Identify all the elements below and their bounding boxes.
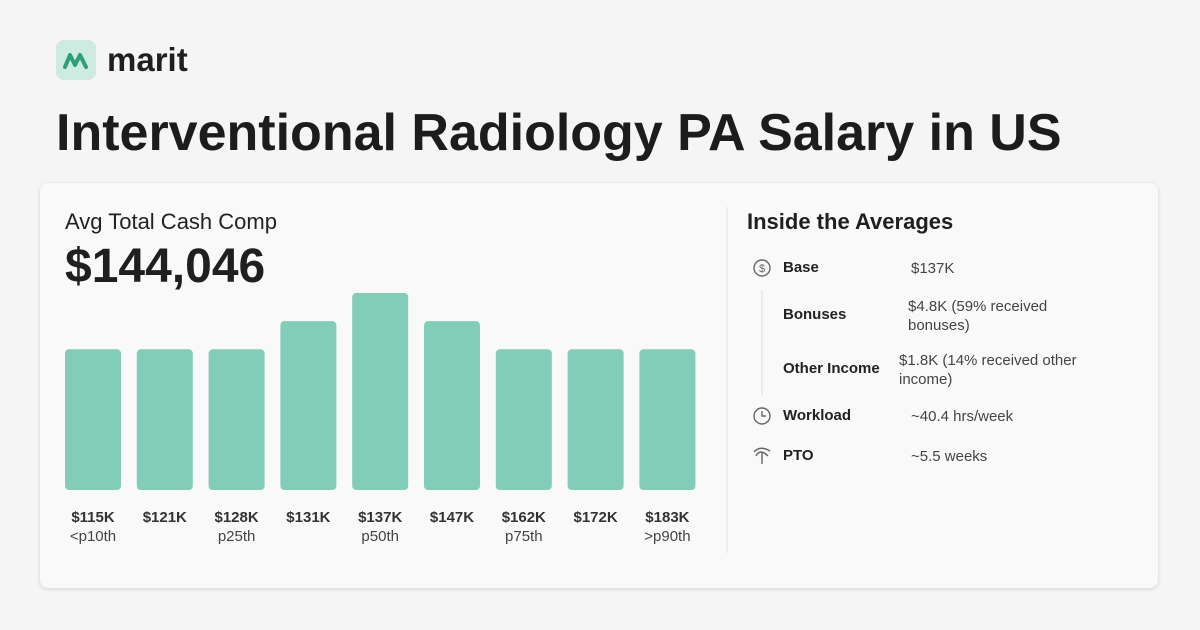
row-label: Bonuses [783, 306, 847, 323]
x-tick-label: $162K [502, 509, 546, 526]
icon-clock [753, 407, 771, 425]
row-label: Other Income [783, 360, 880, 377]
x-tick-label: $172K [573, 509, 617, 526]
icon-base [753, 259, 771, 277]
summary-value: $144,046 [65, 240, 266, 293]
page-title: Interventional Radiology PA Salary in US [56, 104, 1062, 162]
bar [65, 349, 121, 490]
x-tick-sublabel: >p90th [644, 528, 690, 545]
x-tick-label: $128K [214, 509, 258, 526]
x-tick-sublabel: p75th [505, 528, 543, 545]
summary-label: Avg Total Cash Comp [65, 209, 277, 234]
row-value: $4.8K (59% received bonuses) [908, 298, 1048, 334]
bar [352, 293, 409, 490]
x-tick-label: $121K [143, 509, 187, 526]
icons: $ [753, 259, 771, 464]
icon-clock-hands [761, 411, 766, 417]
logo-icon [56, 40, 96, 80]
x-tick-label: $147K [430, 509, 474, 526]
bar [208, 349, 265, 490]
breakdown-title: Inside the Averages [747, 209, 954, 234]
x-tick-label: $115K [71, 509, 115, 526]
bar [424, 321, 480, 490]
bar [567, 349, 624, 490]
row-value: ~5.5 weeks [911, 448, 988, 465]
brand: marit [107, 41, 188, 78]
row-value: $1.8K (14% received other income) [899, 352, 1077, 388]
bar [136, 349, 193, 490]
icon-base-glyph: $ [759, 263, 765, 275]
row-label: Workload [783, 407, 852, 424]
row-value: $137K [911, 260, 955, 277]
x-tick-sublabel: p50th [361, 528, 399, 545]
row-label: Base [783, 259, 819, 276]
x-tick-label: $183K [645, 509, 689, 526]
x-tick-sublabel: p25th [218, 528, 256, 545]
bar [495, 349, 552, 490]
logo-mark [63, 53, 88, 69]
icon-palm [753, 447, 771, 464]
bar [280, 321, 337, 490]
row-value: ~40.4 hrs/week [911, 408, 1014, 425]
x-tick-label: $131K [286, 509, 330, 526]
bar [639, 349, 696, 490]
x-tick-label: $137K [358, 509, 402, 526]
row-label: PTO [783, 447, 814, 464]
x-tick-sublabel: <p10th [70, 528, 116, 545]
